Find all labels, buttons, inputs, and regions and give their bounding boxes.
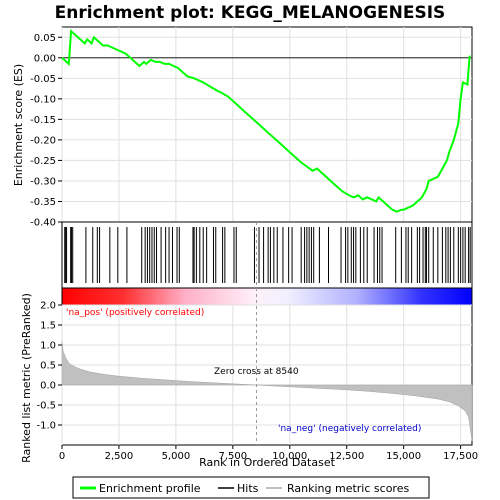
x-tick-label: 10,000 [272, 451, 307, 462]
chart-title: Enrichment plot: KEGG_MELANOGENESIS [55, 3, 446, 23]
hits-panel [61, 221, 473, 289]
es-panel: 0.05 0.00 -0.05 -0.10 -0.15 -0.20 -0.25 -0.30 -0… [30, 26, 473, 229]
es-tick-label: -0.25 [30, 156, 56, 167]
metric-y-axis-label: Ranked list metric (PreRanked) [20, 293, 33, 463]
metric-y-ticks: 2.0 1.5 1.0 0.5 0.0 -0.5 -1.0 [36, 301, 62, 432]
es-tick-label: -0.10 [30, 94, 56, 105]
metric-panel: 2.0 1.5 1.0 0.5 0.0 -0.5 -1.0 'na_pos' (positi… [36, 222, 473, 446]
x-tick-label: 12,500 [329, 451, 364, 462]
metric-tick-label: 0.0 [40, 381, 56, 392]
metric-tick-label: 1.5 [40, 321, 56, 332]
x-axis-ticks: 0 2,500 5,000 7,500 10,000 12,500 15,000 17,500 [59, 445, 478, 462]
x-tick-label: 15,000 [386, 451, 421, 462]
x-tick-label: 7,500 [219, 451, 248, 462]
negative-correlation-label: 'na_neg' (negatively correlated) [278, 424, 421, 434]
metric-tick-label: -0.5 [36, 401, 56, 412]
hits-lines [64, 227, 471, 283]
es-grid [61, 27, 472, 223]
ranking-metric-area [61, 340, 473, 442]
rank-color-gradient [61, 287, 473, 306]
legend-box [72, 476, 430, 499]
metric-tick-label: 1.0 [40, 341, 56, 352]
rank-color-bar [61, 287, 473, 306]
positive-correlation-label: 'na_pos' (positively correlated) [66, 308, 204, 318]
es-tick-label: -0.35 [30, 197, 56, 208]
x-tick-label: 2,500 [105, 451, 134, 462]
x-axis-label: Rank in Ordered Dataset [199, 456, 336, 469]
es-tick-label: 0.00 [34, 53, 56, 64]
metric-tick-label: 2.0 [40, 301, 56, 312]
es-tick-label: 0.05 [34, 33, 56, 44]
legend-hits-label: Hits [237, 482, 259, 495]
x-tick-label: 0 [59, 451, 65, 462]
es-y-ticks: 0.05 0.00 -0.05 -0.10 -0.15 -0.20 -0.25 -0.30 -0… [30, 33, 62, 229]
x-tick-label: 17,500 [443, 451, 478, 462]
legend-metric-label: Ranking metric scores [287, 482, 409, 495]
legend-enrichment-label: Enrichment profile [99, 482, 201, 495]
legend: Enrichment profile Hits Ranking metric s… [72, 476, 430, 499]
zero-cross-label: Zero cross at 8540 [214, 367, 299, 377]
hits-frame [61, 221, 473, 289]
es-plot-frame [61, 26, 473, 223]
es-y-axis-label: Enrichment score (ES) [12, 64, 25, 186]
metric-tick-label: -1.0 [36, 421, 56, 432]
enrichment-profile-line [61, 28, 471, 213]
es-tick-label: -0.40 [30, 218, 56, 229]
x-tick-label: 5,000 [162, 451, 191, 462]
metric-tick-label: 0.5 [40, 361, 56, 372]
es-tick-label: -0.20 [30, 135, 56, 146]
es-tick-label: -0.05 [30, 74, 56, 85]
es-tick-label: -0.15 [30, 115, 56, 126]
es-tick-label: -0.30 [30, 176, 56, 187]
